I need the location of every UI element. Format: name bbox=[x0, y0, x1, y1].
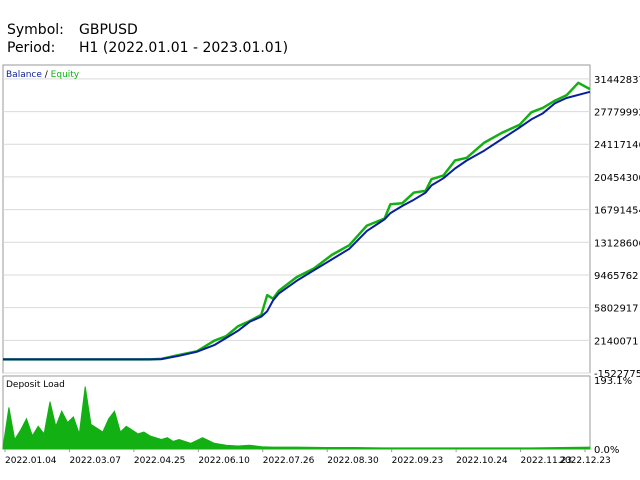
x-tick-label: 2022.07.26 bbox=[263, 456, 315, 466]
series-balance-line bbox=[3, 90, 591, 361]
balance-plot-frame bbox=[2, 64, 591, 374]
y-tick-label: 31442837 bbox=[594, 75, 640, 86]
deposit-load-title: Deposit Load bbox=[6, 380, 65, 390]
legend-separator: / bbox=[42, 70, 51, 80]
y-tick-label: 13128606 bbox=[594, 238, 640, 249]
deposit-load-area bbox=[2, 386, 591, 450]
legend-balance: Balance bbox=[6, 70, 42, 80]
y-tick-label: 24117146 bbox=[594, 140, 640, 151]
symbol-row: Symbol: GBPUSD bbox=[7, 21, 138, 39]
y-tick-label: 20454300 bbox=[594, 173, 640, 184]
x-tick-label: 2022.04.25 bbox=[134, 456, 186, 466]
y-tick-label: 5802917 bbox=[594, 304, 639, 315]
legend: Balance / Equity bbox=[6, 70, 80, 80]
y-tick-label: 27779992 bbox=[594, 108, 640, 119]
x-tick-label: 2022.01.04 bbox=[5, 456, 57, 466]
x-tick-label: 2022.06.10 bbox=[198, 456, 250, 466]
x-tick-label: 2022.09.23 bbox=[392, 456, 444, 466]
legend-equity: Equity bbox=[51, 70, 80, 80]
period-value: H1 (2022.01.01 - 2023.01.01) bbox=[79, 40, 289, 56]
symbol-value: GBPUSD bbox=[79, 22, 138, 38]
x-tick-label: 2022.03.07 bbox=[69, 456, 121, 466]
x-tick-label: 2022.08.30 bbox=[327, 456, 379, 466]
y-tick-label: 9465762 bbox=[594, 271, 639, 282]
y-tick-label: 2140071 bbox=[594, 336, 639, 347]
x-tick-label: 2022.11.23 bbox=[521, 456, 573, 466]
symbol-label: Symbol: bbox=[7, 22, 64, 38]
series-equity-line bbox=[3, 81, 591, 361]
x-tick-label: 2022.10.24 bbox=[456, 456, 508, 466]
deposit-load-min-label: 0.0% bbox=[594, 445, 619, 456]
x-tick-label: 2022.12.23 bbox=[559, 456, 611, 466]
period-label: Period: bbox=[7, 40, 56, 56]
y-tick-label: -1522775 bbox=[594, 369, 640, 380]
y-tick-label: 16791454 bbox=[594, 206, 640, 217]
period-row: Period: H1 (2022.01.01 - 2023.01.01) bbox=[7, 39, 288, 57]
deposit-load-max-label: 193.1% bbox=[594, 376, 632, 387]
